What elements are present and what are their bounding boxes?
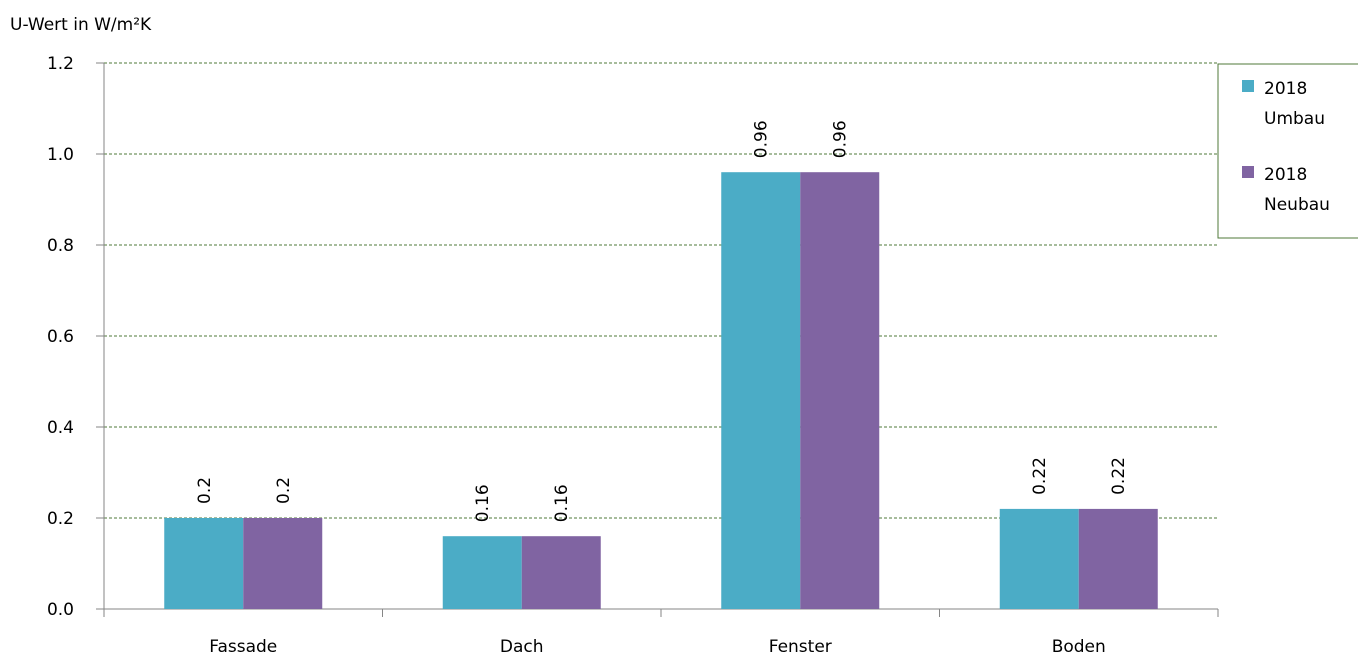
bar (442, 536, 522, 609)
y-tick-label: 0.8 (47, 236, 74, 256)
legend-label: 2018 (1264, 79, 1307, 99)
data-label: 0.96 (752, 120, 772, 158)
y-tick-label: 0.6 (47, 327, 74, 347)
data-label: 0.22 (1109, 457, 1129, 495)
bar (521, 536, 601, 609)
x-axis-labels: Fassade Dach Fenster Boden (209, 637, 1106, 657)
data-label: 0.16 (473, 484, 493, 522)
legend: 2018 Umbau 2018 Neubau (1217, 63, 1358, 239)
x-tick-label: Dach (500, 637, 544, 657)
y-axis-ticks: 0.0 0.2 0.4 0.6 0.8 1.0 1.2 (47, 54, 104, 620)
y-tick-label: 0.2 (47, 509, 74, 529)
data-labels: 0.2 0.2 0.16 0.16 0.96 0.96 0.22 0.22 (195, 120, 1130, 522)
bars (164, 172, 1158, 609)
y-tick-label: 1.0 (47, 145, 74, 165)
data-label: 0.96 (831, 120, 851, 158)
x-tick-label: Boden (1052, 637, 1106, 657)
legend-label: Umbau (1264, 109, 1325, 129)
data-label: 0.2 (195, 477, 215, 504)
y-tick-label: 0.4 (47, 418, 74, 438)
legend-label: Neubau (1264, 195, 1330, 215)
legend-label: 2018 (1264, 165, 1307, 185)
bar (1078, 508, 1158, 609)
bar (721, 172, 801, 609)
legend-swatch (1242, 166, 1254, 178)
y-tick-label: 1.2 (47, 54, 74, 74)
gridlines (104, 62, 1218, 519)
legend-swatch (1242, 80, 1254, 92)
bar (243, 518, 323, 609)
x-tick-label: Fenster (769, 637, 832, 657)
bar (999, 508, 1079, 609)
x-tick-label: Fassade (209, 637, 277, 657)
legend-box (1217, 63, 1358, 239)
y-axis-label: U-Wert in W/m²K (10, 15, 152, 35)
bar (164, 518, 244, 609)
data-label: 0.16 (552, 484, 572, 522)
data-label: 0.22 (1030, 457, 1050, 495)
bar (800, 172, 880, 609)
y-tick-label: 0.0 (47, 600, 74, 620)
data-label: 0.2 (274, 477, 294, 504)
